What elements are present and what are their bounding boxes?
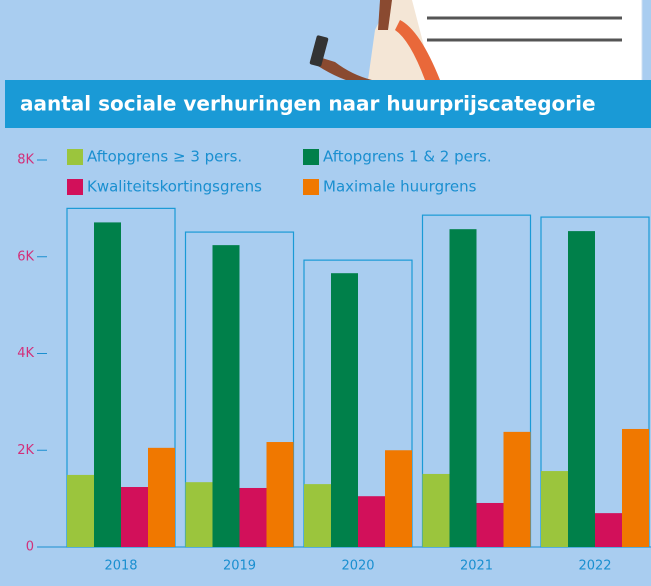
- bar: [67, 474, 94, 547]
- legend-label: Maximale huurgrens: [323, 178, 477, 196]
- neck: [378, 0, 392, 30]
- bar: [476, 502, 504, 547]
- y-tick-label: 2K: [17, 443, 34, 458]
- legend-swatch: [67, 179, 83, 195]
- bar: [94, 222, 121, 547]
- bar: [239, 487, 267, 547]
- bar: [385, 450, 412, 547]
- y-tick-label: 0: [26, 540, 34, 555]
- phone: [309, 35, 329, 67]
- bar: [541, 471, 568, 547]
- bar: [449, 229, 477, 547]
- legend-label: Aftopgrens ≥ 3 pers.: [87, 148, 242, 166]
- bar: [595, 513, 622, 547]
- bar: [212, 245, 240, 547]
- bar: [422, 473, 450, 547]
- legend-swatch: [303, 149, 319, 165]
- strap: [395, 20, 440, 80]
- bar: [304, 484, 331, 547]
- arm: [318, 58, 372, 84]
- chart-title: aantal sociale verhuringen naar huurprij…: [20, 92, 596, 116]
- legend-swatch: [67, 149, 83, 165]
- x-tick-label: 2019: [223, 559, 256, 574]
- bar: [185, 482, 213, 547]
- x-tick-label: 2021: [460, 559, 493, 574]
- legend-label: Aftopgrens 1 & 2 pers.: [323, 148, 492, 166]
- title-banner: [5, 80, 651, 128]
- bar: [121, 487, 148, 547]
- x-tick-label: 2018: [104, 559, 137, 574]
- bar: [358, 496, 385, 547]
- bar: [568, 231, 595, 547]
- bar: [148, 447, 175, 547]
- legend-label: Kwaliteitskortingsgrens: [87, 178, 262, 196]
- legend-swatch: [303, 179, 319, 195]
- illustration: [309, 0, 643, 84]
- bar: [331, 273, 358, 547]
- y-tick-label: 8K: [17, 153, 34, 168]
- y-tick-label: 4K: [17, 346, 34, 361]
- x-tick-label: 2022: [578, 559, 611, 574]
- y-tick-label: 6K: [17, 249, 34, 264]
- bar: [266, 442, 294, 547]
- bar: [622, 428, 649, 547]
- x-tick-label: 2020: [341, 559, 374, 574]
- bar: [503, 431, 531, 547]
